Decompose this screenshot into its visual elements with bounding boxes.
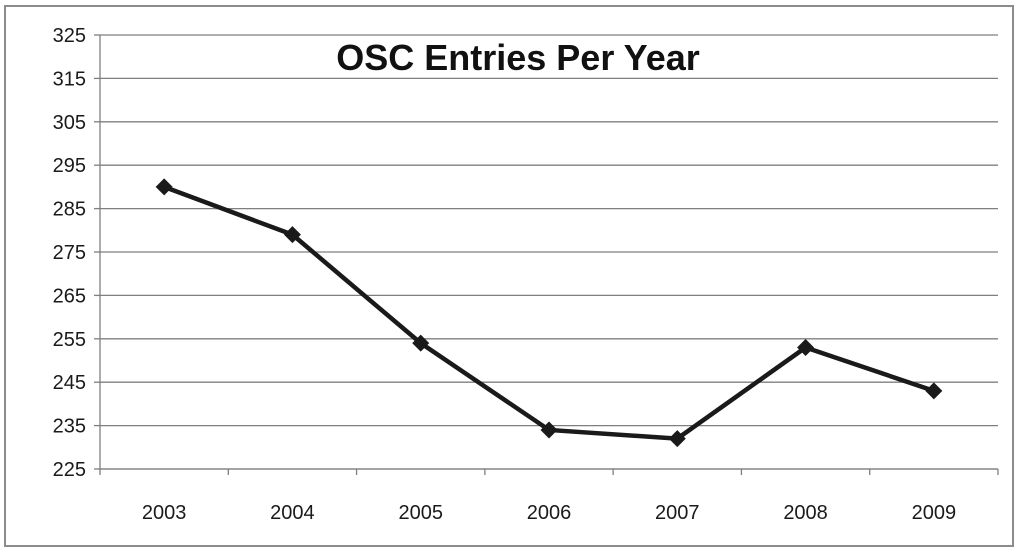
x-tick-label-2006: 2006 xyxy=(527,502,572,524)
data-point-2008 xyxy=(797,338,815,356)
y-tick-label: 245 xyxy=(53,372,86,394)
y-tick-label: 305 xyxy=(53,112,86,134)
y-axis-tick-labels: 225 235 245 255 265 275 285 295 305 315 325 xyxy=(53,25,86,481)
y-tick-label: 225 xyxy=(53,459,86,481)
y-tick-label: 315 xyxy=(53,68,86,90)
series-line xyxy=(163,184,935,441)
data-point-2009 xyxy=(925,382,943,400)
data-point-2007 xyxy=(668,430,686,448)
series-polyline xyxy=(163,184,935,441)
gridlines xyxy=(100,34,998,470)
x-tick-label-2003: 2003 xyxy=(142,502,187,524)
y-tick-label: 235 xyxy=(53,416,86,438)
y-tick-label: 255 xyxy=(53,329,86,351)
x-tick-label-2009: 2009 xyxy=(912,502,957,524)
series-markers xyxy=(155,178,943,448)
x-tick-label-2008: 2008 xyxy=(783,502,828,524)
y-tick-label: 265 xyxy=(53,285,86,307)
chart-frame xyxy=(4,5,1014,547)
axes xyxy=(94,34,999,475)
data-point-2006 xyxy=(540,421,558,439)
chart-title: OSC Entries Per Year xyxy=(336,37,700,78)
y-tick-label: 295 xyxy=(53,155,86,177)
x-tick-label-2005: 2005 xyxy=(398,502,443,524)
x-axis-tick-labels: 2003 2004 2005 2006 2007 2008 2009 xyxy=(142,502,956,524)
y-tick-label: 285 xyxy=(53,199,86,221)
data-point-2003 xyxy=(155,178,173,196)
y-tick-label: 325 xyxy=(53,25,86,47)
y-tick-label: 275 xyxy=(53,242,86,264)
x-tick-label-2004: 2004 xyxy=(270,502,315,524)
x-tick-label-2007: 2007 xyxy=(655,502,700,524)
data-point-2005 xyxy=(412,334,430,352)
data-point-2004 xyxy=(283,226,301,244)
